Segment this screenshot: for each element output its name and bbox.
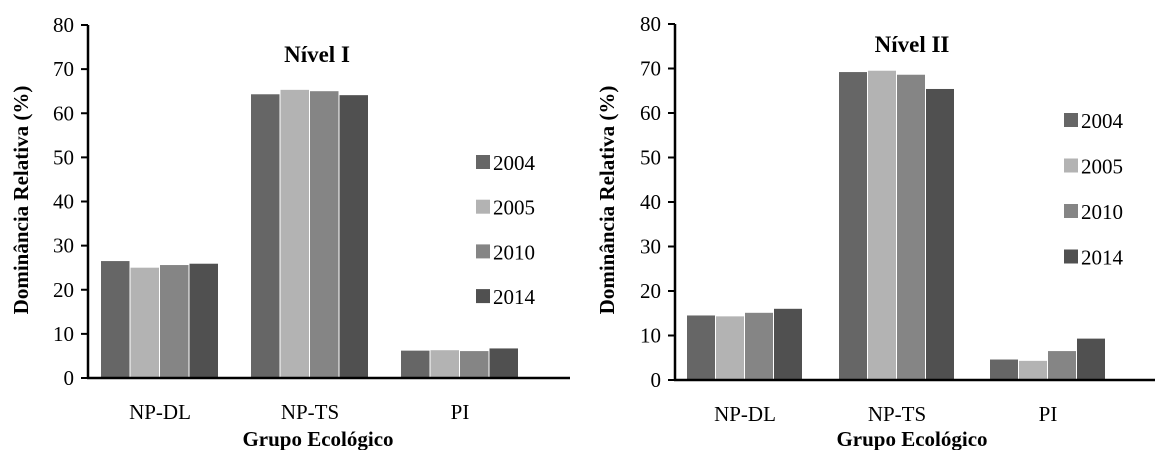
y-tick-label: 70 <box>53 57 74 81</box>
bar-2014-np-dl <box>774 308 802 380</box>
y-tick-label: 30 <box>53 234 74 258</box>
y-tick-label: 10 <box>640 324 661 348</box>
y-tick-label: 20 <box>640 279 661 303</box>
x-tick-label-np-ts: NP-TS <box>281 400 339 424</box>
y-tick-label: 60 <box>640 101 661 125</box>
x-tick-label-pi: PI <box>451 400 470 424</box>
y-axis-title: Dominância Relativa (%) <box>9 86 33 315</box>
legend-label-2010: 2010 <box>493 240 535 264</box>
legend-label-2014: 2014 <box>1081 246 1124 270</box>
legend-label-2010: 2010 <box>1081 200 1123 224</box>
bar-2014-np-ts <box>926 88 954 380</box>
legend-label-2004: 2004 <box>1081 109 1124 133</box>
bar-2004-np-dl <box>101 261 130 378</box>
bar-2004-pi <box>401 350 430 378</box>
y-tick-label: 50 <box>640 146 661 170</box>
x-tick-label-pi: PI <box>1039 402 1058 426</box>
bar-2004-pi <box>990 359 1018 380</box>
legend-swatch-2005 <box>1064 158 1078 173</box>
y-tick-label: 40 <box>53 190 74 214</box>
bar-2010-np-ts <box>310 91 339 378</box>
y-tick-label: 10 <box>53 322 74 346</box>
chart-panel-1: 0 10 20 30 40 50 60 70 80 NP-DL NP-TS PI Nível I Grup… <box>9 13 570 450</box>
bar-2005-np-ts <box>868 70 896 380</box>
legend-swatch-2010 <box>1064 204 1078 218</box>
y-tick-label: 40 <box>640 190 661 214</box>
bar-2005-np-dl <box>130 267 159 378</box>
bar-2014-np-ts <box>339 95 368 378</box>
y-tick-label: 70 <box>640 57 661 81</box>
legend-swatch-2014 <box>1064 249 1078 264</box>
legend-swatch-2004 <box>1064 113 1078 127</box>
x-axis-title: Grupo Ecológico <box>836 427 987 450</box>
legend-label-2014: 2014 <box>493 285 536 309</box>
bar-2010-pi <box>460 351 489 378</box>
chart-title: Nível I <box>284 42 350 67</box>
legend-swatch-2014 <box>476 289 490 304</box>
y-tick-label: 80 <box>53 13 74 37</box>
legend-label-2005: 2005 <box>493 196 535 220</box>
bar-2010-np-dl <box>160 265 189 378</box>
legend: 2004 2005 2010 2014 <box>476 151 536 309</box>
y-tick-label: 50 <box>53 145 74 169</box>
chart-panel-2: 0 10 20 30 40 50 60 70 80 NP-DL NP-TS PI Nível II Gru… <box>595 12 1155 450</box>
y-tick-label: 80 <box>640 12 661 36</box>
bar-2004-np-dl <box>687 315 715 380</box>
bar-2005-pi <box>430 350 459 378</box>
chart-title: Nível II <box>875 32 950 57</box>
bar-2004-np-ts <box>251 94 280 379</box>
bar-2004-np-ts <box>839 72 867 380</box>
bar-2005-np-dl <box>716 316 744 380</box>
y-tick-label: 0 <box>651 368 662 392</box>
x-axis-title: Grupo Ecológico <box>242 427 393 450</box>
y-tick-label: 30 <box>640 235 661 259</box>
y-tick-label: 60 <box>53 101 74 125</box>
legend-swatch-2004 <box>476 155 490 169</box>
x-tick-label-np-dl: NP-DL <box>714 402 776 426</box>
x-tick-label-np-dl: NP-DL <box>129 400 191 424</box>
legend-swatch-2010 <box>476 244 490 259</box>
bar-2010-pi <box>1048 351 1076 380</box>
bar-2014-np-dl <box>189 263 218 378</box>
y-tick-label: 20 <box>53 278 74 302</box>
legend-swatch-2005 <box>476 199 490 214</box>
bar-2014-pi <box>1077 338 1105 380</box>
y-axis-title: Dominância Relativa (%) <box>595 86 619 315</box>
bar-2005-np-ts <box>280 89 309 379</box>
y-tick-label: 0 <box>64 366 75 390</box>
legend-label-2005: 2005 <box>1081 155 1123 179</box>
bar-2005-pi <box>1019 360 1047 380</box>
legend-label-2004: 2004 <box>493 151 536 175</box>
bar-2010-np-ts <box>897 74 925 380</box>
bar-2014-pi <box>489 348 518 378</box>
x-tick-label-np-ts: NP-TS <box>868 402 926 426</box>
bar-2010-np-dl <box>745 312 773 380</box>
legend: 2004 2005 2010 2014 <box>1064 109 1124 270</box>
